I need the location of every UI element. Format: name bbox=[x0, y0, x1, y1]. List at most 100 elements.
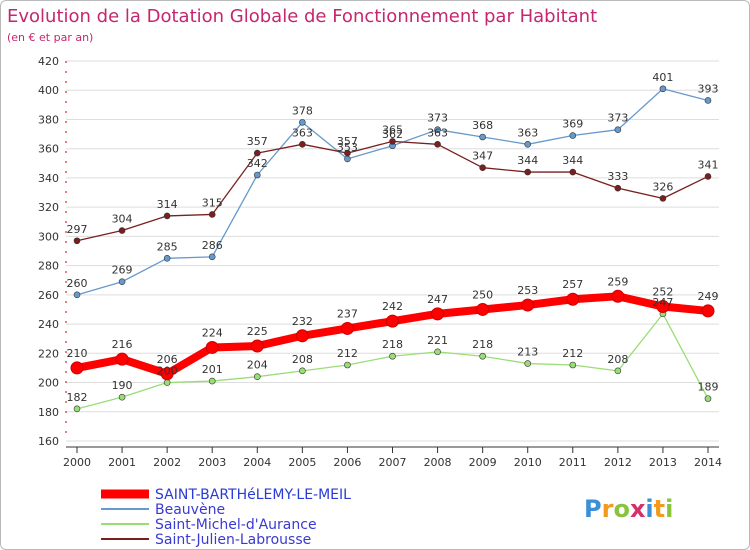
y-tick-label-220: 220 bbox=[38, 347, 59, 360]
series-1-label-2008: 373 bbox=[427, 112, 448, 125]
series-1-point-2010 bbox=[524, 141, 532, 148]
series-2-label-2000: 182 bbox=[67, 391, 88, 404]
series-3-label-2005: 363 bbox=[292, 126, 313, 139]
series-1-point-2009 bbox=[479, 133, 486, 141]
y-tick-label-380: 380 bbox=[38, 113, 59, 126]
series-1-label-2001: 269 bbox=[112, 264, 133, 277]
x-tick-label-2009: 2009 bbox=[469, 456, 497, 469]
proxiti-logo: Proxiti bbox=[584, 495, 673, 523]
series-0-label-2002: 206 bbox=[157, 353, 178, 366]
series-2-point-2007 bbox=[389, 352, 396, 360]
x-tick-label-2013: 2013 bbox=[649, 456, 677, 469]
series-3-point-2012 bbox=[614, 184, 622, 192]
series-1-label-2005: 378 bbox=[292, 104, 313, 117]
y-tick-label-200: 200 bbox=[38, 377, 59, 390]
series-3-label-2014: 341 bbox=[698, 158, 719, 171]
series-2-label-2011: 212 bbox=[562, 347, 583, 360]
y-tick-label-280: 280 bbox=[38, 260, 59, 273]
x-tick-label-2002: 2002 bbox=[153, 456, 181, 469]
series-2-point-2006 bbox=[344, 361, 351, 369]
legend-label-1: Beauvène bbox=[155, 502, 225, 518]
series-3-label-2003: 315 bbox=[202, 196, 223, 209]
series-0-point-2004 bbox=[250, 339, 264, 353]
y-tick-label-400: 400 bbox=[38, 84, 59, 97]
series-0-point-2001 bbox=[115, 352, 129, 366]
legend-label-3: Saint-Julien-Labrousse bbox=[155, 532, 311, 548]
series-1-label-2013: 401 bbox=[652, 71, 673, 84]
series-3-label-2002: 314 bbox=[157, 198, 178, 211]
series-2-label-2001: 190 bbox=[112, 379, 133, 392]
x-tick-label-2011: 2011 bbox=[559, 456, 587, 469]
series-1-label-2000: 260 bbox=[67, 277, 88, 290]
series-0-point-2006 bbox=[340, 321, 354, 335]
series-3-point-2013 bbox=[659, 195, 667, 202]
logo-letter: P bbox=[584, 495, 602, 523]
series-1-label-2007: 362 bbox=[382, 128, 403, 141]
y-tick-label-300: 300 bbox=[38, 230, 59, 243]
series-2-point-2002 bbox=[163, 379, 171, 386]
series-1-label-2014: 393 bbox=[698, 82, 719, 95]
x-tick-label-2014: 2014 bbox=[694, 456, 722, 469]
data-labels: 260 269 285 286 342 378 353 362 373 368 363 369 373 4… bbox=[67, 71, 719, 404]
series-3-label-2000: 297 bbox=[67, 223, 88, 236]
series-0-label-2000: 210 bbox=[67, 347, 88, 360]
series-3-point-2010 bbox=[524, 168, 532, 176]
logo-letter: i bbox=[665, 495, 673, 523]
series-2-point-2010 bbox=[524, 360, 532, 367]
series-3-point-2001 bbox=[118, 227, 126, 234]
logo-letter: x bbox=[630, 495, 646, 523]
series-1-point-2002 bbox=[163, 255, 171, 262]
series-2-point-2012 bbox=[614, 367, 622, 375]
series-2-label-2005: 208 bbox=[292, 353, 313, 366]
series-3-label-2011: 344 bbox=[562, 154, 583, 167]
series-0-label-2004: 225 bbox=[247, 325, 268, 338]
series-3-label-2009: 347 bbox=[472, 150, 493, 163]
series-3-label-2008: 363 bbox=[427, 126, 448, 139]
series-1-label-2002: 285 bbox=[157, 240, 178, 253]
series-2-label-2009: 218 bbox=[472, 338, 493, 351]
series-3-point-2006 bbox=[344, 149, 351, 157]
series-2-label-2003: 201 bbox=[202, 363, 223, 376]
series-0-label-2012: 259 bbox=[607, 275, 628, 288]
series-3-point-2008 bbox=[434, 141, 441, 148]
series-1-label-2009: 368 bbox=[472, 119, 493, 132]
series-0-point-2014 bbox=[701, 304, 715, 318]
legend: SAINT-BARTHéLEMY-LE-MEILBeauvèneSaint-Mi… bbox=[101, 487, 351, 548]
series-0-point-2008 bbox=[431, 307, 445, 321]
x-tick-label-2003: 2003 bbox=[198, 456, 226, 469]
series-3-point-2003 bbox=[208, 211, 216, 218]
series-1-point-2014 bbox=[704, 97, 712, 104]
series-1-label-2010: 363 bbox=[517, 126, 538, 139]
series-1-point-2004 bbox=[253, 171, 261, 179]
series-1-label-2003: 286 bbox=[202, 239, 223, 252]
legend-label-2: Saint-Michel-d'Aurance bbox=[155, 517, 317, 533]
series-0-point-2005 bbox=[295, 329, 309, 343]
legend-label-0: SAINT-BARTHéLEMY-LE-MEIL bbox=[155, 487, 351, 503]
y-tick-label-340: 340 bbox=[38, 172, 59, 185]
series-2-label-2008: 221 bbox=[427, 334, 448, 347]
series-3-point-2009 bbox=[479, 164, 486, 171]
series-3-point-2004 bbox=[253, 149, 261, 157]
series-0-point-2009 bbox=[476, 302, 490, 316]
series-2-point-2000 bbox=[73, 405, 81, 413]
x-tick-label-2005: 2005 bbox=[288, 456, 316, 469]
chart-subtitle: (en € et par an) bbox=[7, 31, 93, 44]
series-3-point-2014 bbox=[704, 173, 712, 180]
series-3-label-2012: 333 bbox=[607, 170, 628, 183]
series-3-point-2011 bbox=[569, 168, 577, 176]
series-1-point-2008 bbox=[434, 126, 441, 133]
series-0-label-2008: 247 bbox=[427, 293, 448, 306]
series-3-point-2005 bbox=[299, 141, 306, 148]
series-2-label-2012: 208 bbox=[607, 353, 628, 366]
series-0-point-2012 bbox=[611, 289, 625, 303]
series-3-label-2004: 357 bbox=[247, 135, 268, 148]
x-tick-label-2000: 2000 bbox=[63, 456, 91, 469]
series-0-label-2006: 237 bbox=[337, 307, 358, 320]
series-0-point-2010 bbox=[521, 298, 535, 312]
series-0-label-2003: 224 bbox=[202, 326, 223, 339]
series-0-label-2005: 232 bbox=[292, 315, 313, 328]
series-1-point-2001 bbox=[118, 278, 126, 285]
series-1-point-2012 bbox=[614, 126, 622, 133]
